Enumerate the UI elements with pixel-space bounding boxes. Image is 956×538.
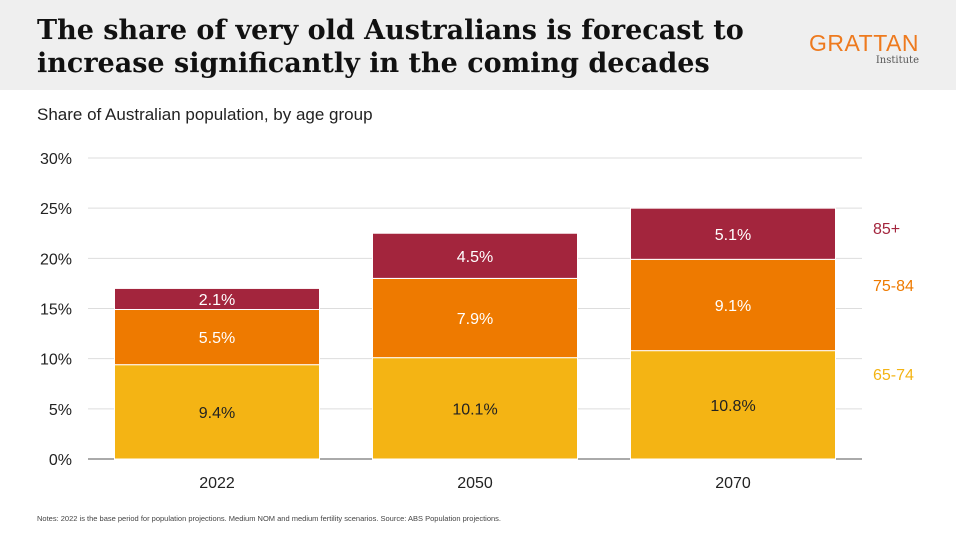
y-tick-label: 5%	[49, 402, 72, 419]
y-tick-label: 30%	[40, 151, 72, 168]
logo-main-text: GRATTAN	[809, 30, 919, 56]
y-tick-label: 15%	[40, 302, 72, 319]
data-label: 9.1%	[715, 298, 751, 315]
x-tick-label: 2022	[199, 475, 235, 492]
grattan-logo: GRATTAN Institute	[809, 30, 919, 67]
legend-label: 65-74	[873, 367, 914, 384]
chart-notes: Notes: 2022 is the base period for popul…	[37, 514, 501, 523]
x-tick-label: 2050	[457, 475, 493, 492]
data-label: 5.5%	[199, 330, 235, 347]
bar-segment	[630, 350, 836, 460]
data-label: 7.9%	[457, 311, 493, 328]
data-label: 4.5%	[457, 249, 493, 266]
bar-segment	[114, 309, 320, 366]
logo-sub-text: Institute	[875, 55, 919, 66]
bar-segment	[372, 277, 578, 359]
bar-segment	[114, 364, 320, 460]
y-tick-label: 0%	[49, 452, 72, 469]
header-band	[0, 0, 956, 90]
data-label: 9.4%	[199, 405, 235, 422]
data-label: 2.1%	[199, 292, 235, 309]
data-label: 5.1%	[715, 227, 751, 244]
chart-subtitle: Share of Australian population, by age g…	[37, 105, 373, 124]
bar-segment	[372, 232, 578, 279]
x-tick-label: 2070	[715, 475, 751, 492]
bar-segment	[630, 207, 836, 260]
y-tick-label: 25%	[40, 201, 72, 218]
bar-segment	[372, 357, 578, 460]
data-label: 10.1%	[452, 401, 497, 418]
data-label: 10.8%	[710, 398, 755, 415]
bar-segment	[114, 287, 320, 311]
y-tick-label: 10%	[40, 352, 72, 369]
bar-segment	[630, 258, 836, 352]
y-tick-label: 20%	[40, 251, 72, 268]
legend-label: 85+	[873, 221, 900, 238]
legend-label: 75-84	[873, 278, 914, 295]
chart-title: The share of very old Australians is for…	[37, 15, 744, 79]
